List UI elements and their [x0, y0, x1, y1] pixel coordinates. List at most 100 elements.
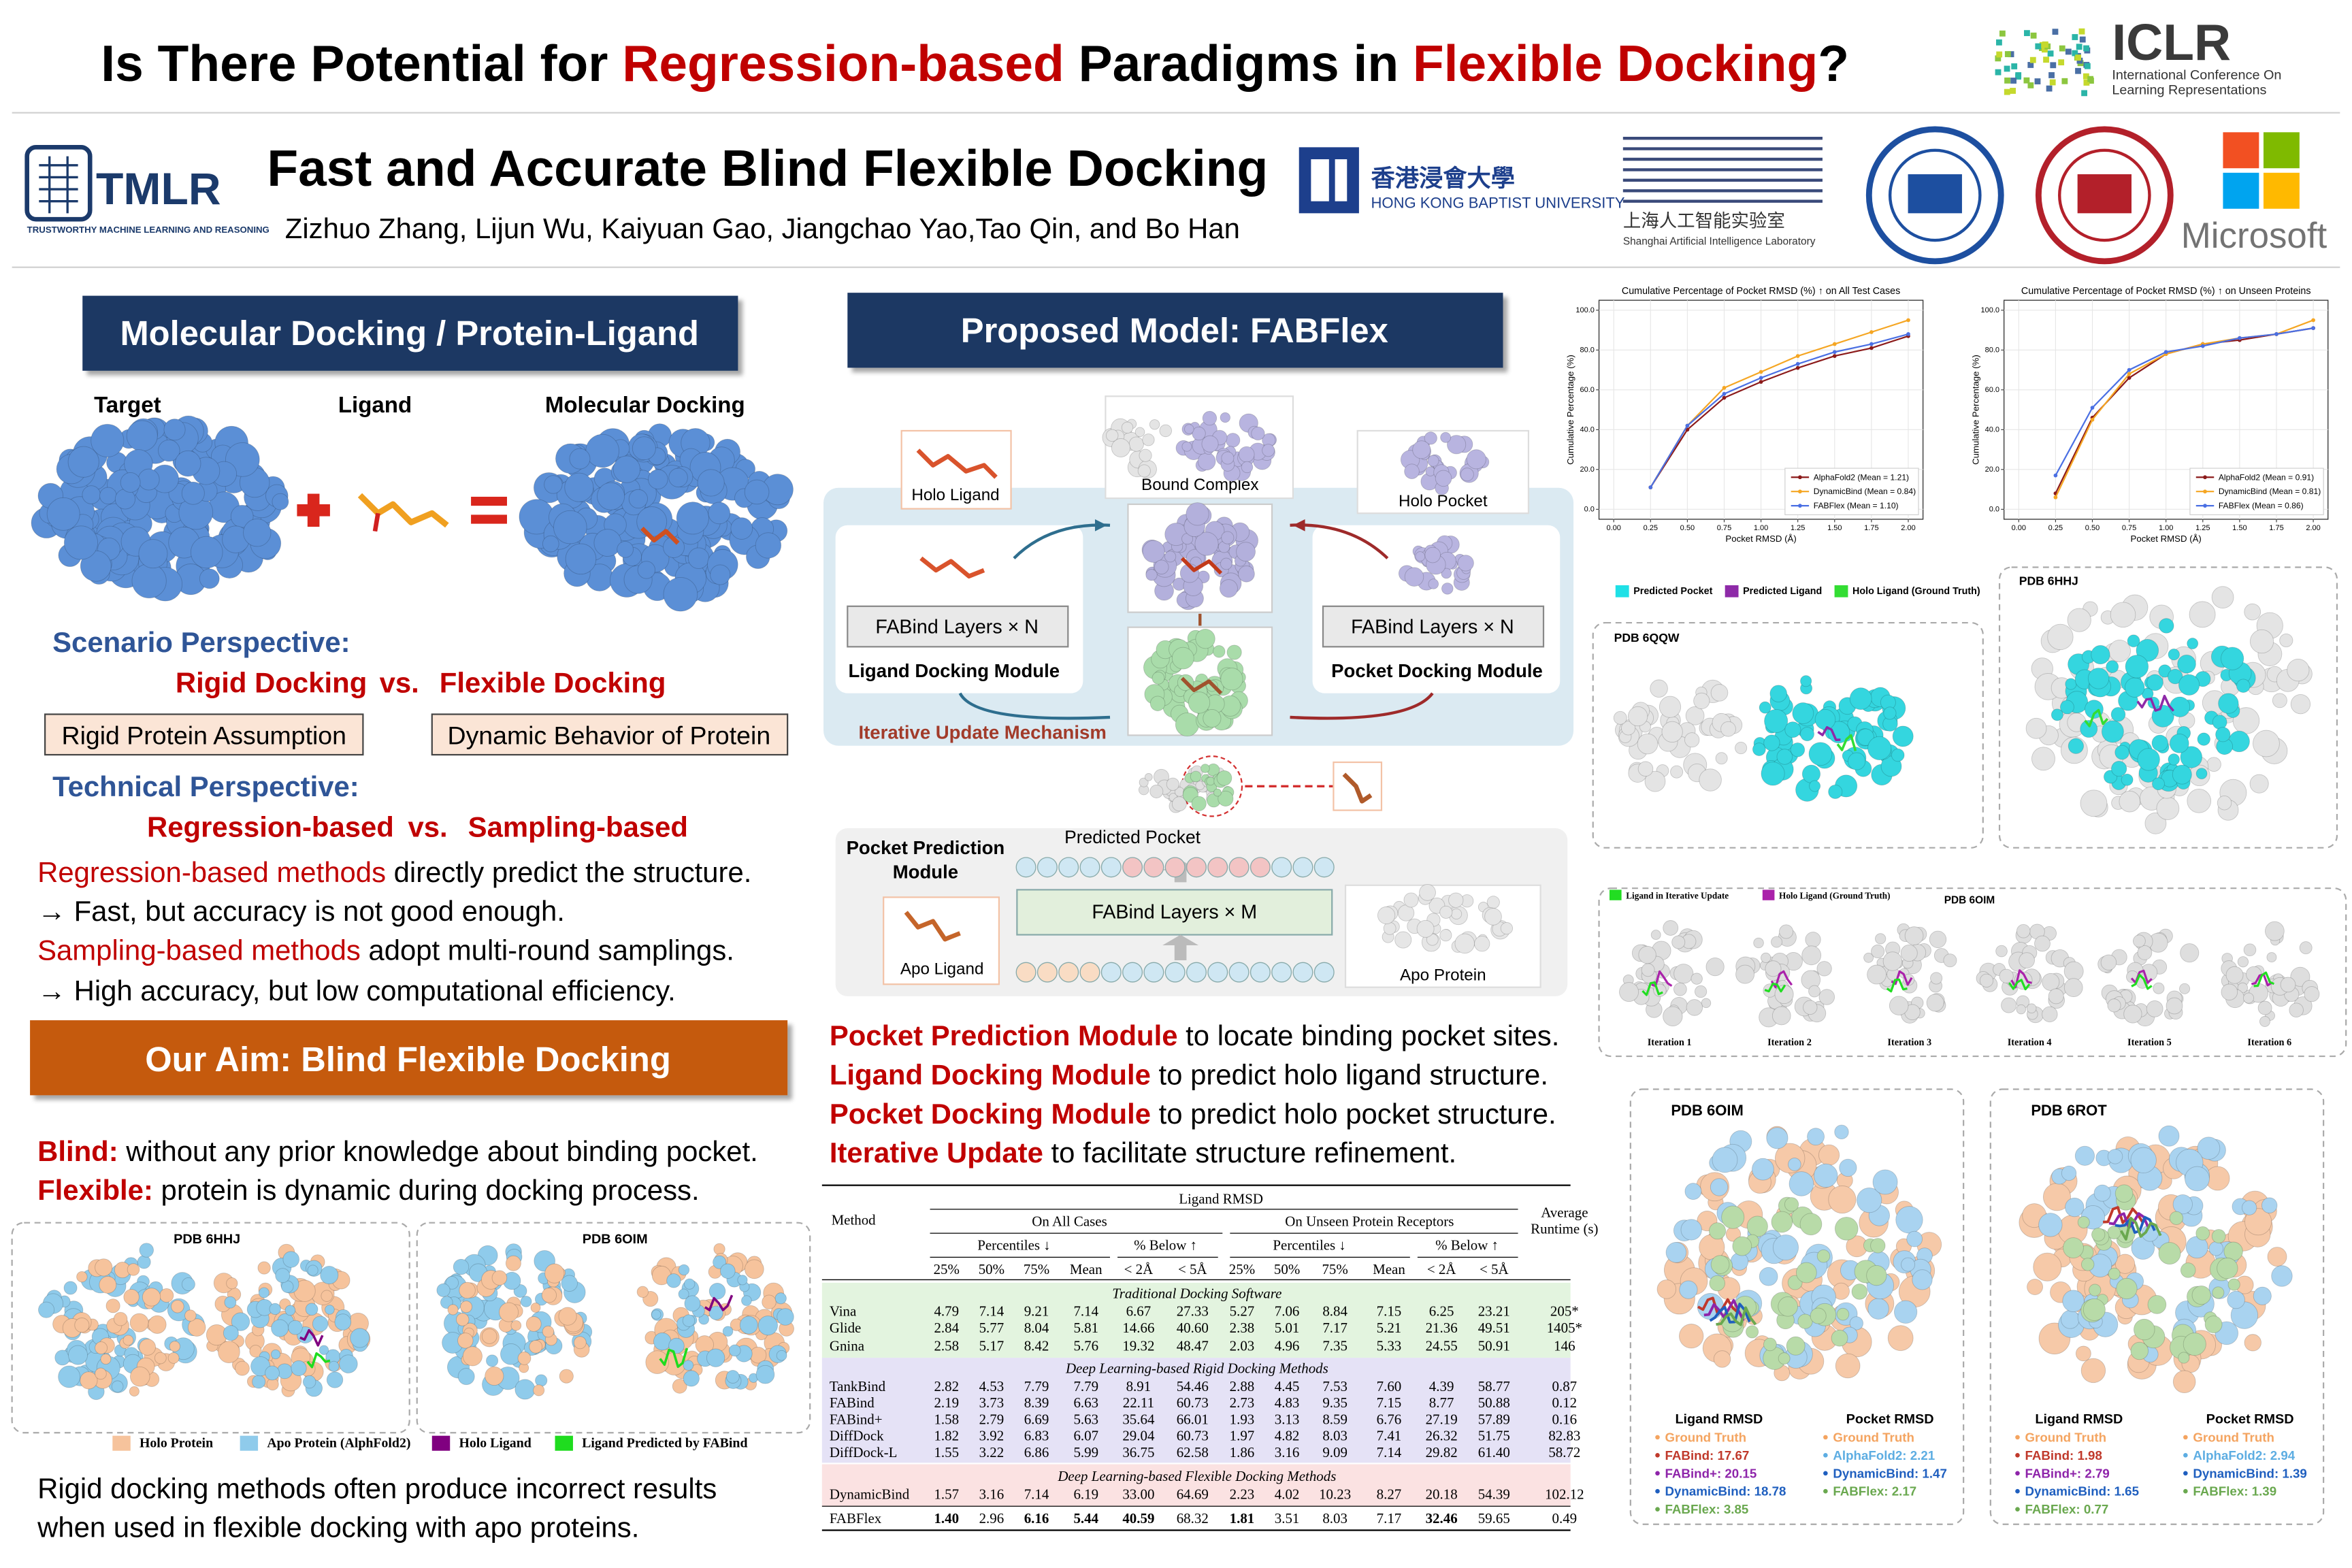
protein-atom [169, 1341, 180, 1352]
protein-atom [1186, 502, 1209, 526]
comparison-item: FABFlex: 1.39 [2193, 1484, 2276, 1499]
protein-atom [1441, 583, 1454, 595]
protein-atom [1403, 892, 1419, 908]
protein-atom [1644, 770, 1666, 792]
table-cell: 60.73 [1177, 1428, 1209, 1444]
protein-atom [1834, 1124, 1849, 1140]
protein-atom [181, 1277, 195, 1292]
protein-atom [593, 529, 622, 557]
table-cell: 7.06 [1275, 1303, 1300, 1320]
table-cell: 21.36 [1426, 1320, 1458, 1336]
logo-dot [2042, 42, 2048, 48]
section-header-box [82, 295, 738, 371]
protein-atom [597, 482, 625, 510]
protein-atom [565, 543, 597, 575]
protein-atom [1197, 452, 1216, 471]
protein-atom [1661, 721, 1683, 743]
table-cell: 6.16 [1024, 1510, 1049, 1526]
diagram-label: Pocket Docking Module [1331, 660, 1543, 681]
table-cell: 4.83 [1275, 1394, 1300, 1411]
protein-atom [2146, 674, 2163, 691]
iteration-label: Iteration 6 [2247, 1037, 2291, 1048]
protein-atom [1142, 434, 1155, 446]
table-cell: 24.55 [1426, 1337, 1458, 1354]
protein-atom [1191, 796, 1207, 811]
protein-atom [2195, 1226, 2210, 1241]
university-seal [1865, 126, 2004, 265]
protein-atom [2077, 1216, 2090, 1229]
text-span: ? [1818, 35, 1849, 92]
token [1164, 857, 1186, 878]
protein-atom [1867, 736, 1892, 761]
subheading: Technical Perspective: [52, 770, 359, 802]
protein-atom [651, 1309, 662, 1320]
protein-atom [2101, 720, 2124, 743]
logo-dot [1996, 51, 2003, 58]
table-cell: 54.46 [1177, 1378, 1209, 1394]
conclusion: Rigid docking methods often produce inco… [37, 1472, 717, 1504]
table-cell: 14.66 [1122, 1320, 1154, 1336]
legend-swatch [1725, 585, 1739, 598]
protein-atom [2253, 1286, 2272, 1305]
text-span: to locate binding pocket sites. [1178, 1019, 1560, 1051]
protein-atom [517, 1351, 532, 1365]
protein-atom [1679, 1324, 1704, 1349]
table-cell: 1.93 [1230, 1411, 1255, 1427]
x-tick-label: 1.00 [2159, 524, 2173, 532]
panel-title: PDB 6HHJ [174, 1232, 240, 1247]
affiliation: 香港浸會大學 [1371, 165, 1515, 192]
protein-atom [1656, 1279, 1677, 1299]
protein-atom [2033, 1252, 2062, 1281]
ligand [2102, 1206, 2144, 1224]
protein-atom [1447, 435, 1467, 455]
x-tick-label: 1.50 [2232, 524, 2247, 532]
protein-atom [666, 1273, 681, 1288]
protein-atom [1194, 532, 1219, 556]
table-band [821, 1358, 1571, 1463]
table-cell: 8.27 [1377, 1486, 1402, 1503]
assumption: Rigid Protein Assumption [62, 721, 346, 749]
protein-atom [2257, 1000, 2272, 1015]
protein-atom [2130, 1341, 2149, 1360]
ligand [2119, 1216, 2162, 1241]
protein-atom [1809, 780, 1821, 792]
table-cell: 62.58 [1177, 1444, 1209, 1460]
logo-dot [2079, 36, 2086, 43]
logo-dot [2065, 48, 2072, 55]
y-tick-label: 60.0 [1985, 386, 1999, 394]
protein-image [2221, 921, 2320, 1027]
tmlr-logo: TMLR [96, 164, 221, 214]
protein-atom [1827, 721, 1850, 744]
table-method: DiffDock-L [830, 1444, 898, 1460]
protein-atom [1134, 427, 1145, 438]
token [1164, 962, 1186, 983]
table-cell: 3.73 [979, 1394, 1004, 1411]
token [1313, 962, 1335, 983]
protein-atom [2244, 1208, 2272, 1236]
comparison-item: FABFlex: 0.77 [2025, 1502, 2109, 1516]
ligand [2136, 694, 2175, 712]
figure-panel [416, 1222, 811, 1434]
table-header: Runtime (s) [1531, 1221, 1598, 1237]
comparison-item: DynamicBind: 1.39 [2193, 1466, 2306, 1480]
table-cell: 6.07 [1073, 1428, 1098, 1444]
protein-atom [1149, 784, 1164, 798]
protein-atom [2272, 693, 2287, 708]
diagram-label: Holo Ligand [911, 486, 999, 504]
protein-atom [569, 448, 591, 470]
table-cell: 1.40 [934, 1510, 959, 1526]
protein-atom [678, 1264, 690, 1276]
table-cell: 50.91 [1478, 1337, 1510, 1354]
table-cell: 6.67 [1126, 1303, 1152, 1320]
legend-dot [2015, 1507, 2020, 1512]
protein-atom [95, 1367, 107, 1380]
protein-atom [1673, 964, 1694, 984]
text-span: Blind: [37, 1134, 118, 1166]
protein-atom [706, 1348, 725, 1367]
legend-swatch [1609, 889, 1622, 900]
ligand [919, 556, 985, 579]
protein-image [2051, 618, 2256, 792]
logo-dot [2027, 62, 2034, 68]
x-tick-label: 0.00 [2012, 524, 2026, 532]
logo-dot [2052, 29, 2059, 35]
